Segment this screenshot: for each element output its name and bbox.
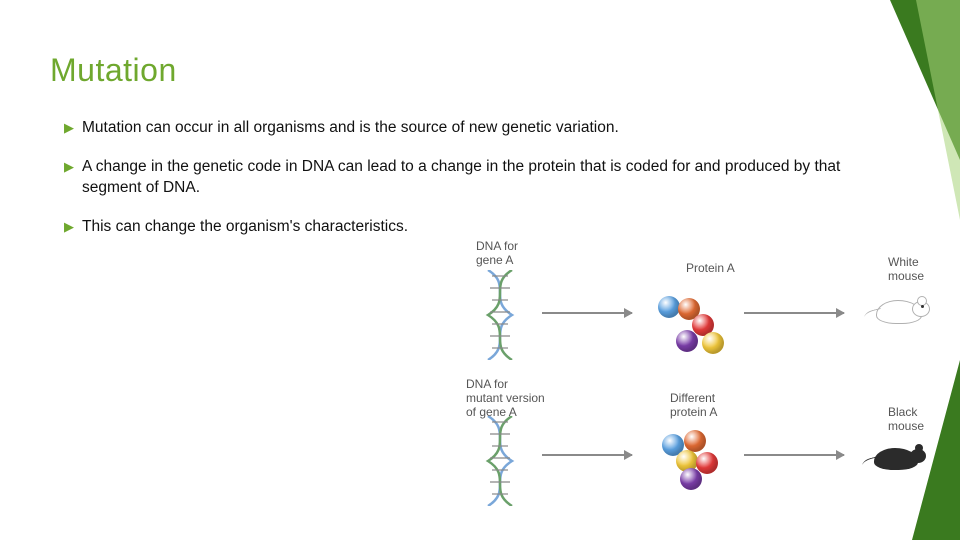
black-mouse-icon — [868, 440, 930, 476]
slide: Mutation ▶ Mutation can occur in all org… — [0, 0, 960, 540]
protein-ball — [702, 332, 724, 354]
flow-arrow-icon — [744, 312, 844, 314]
protein-ball — [680, 468, 702, 490]
white-mouse-icon — [870, 292, 932, 328]
protein-mutant-label: Different protein A — [670, 392, 717, 420]
bullet-arrow-icon: ▶ — [64, 119, 82, 137]
mutation-diagram: DNA for gene A Protein A White mouse — [430, 240, 950, 530]
list-item: ▶ This can change the organism's charact… — [64, 217, 884, 238]
dna-label: DNA for gene A — [476, 240, 518, 268]
dna-mutant-label: DNA for mutant version of gene A — [466, 378, 545, 419]
slide-title: Mutation — [50, 52, 177, 89]
flow-arrow-icon — [542, 312, 632, 314]
bullet-list: ▶ Mutation can occur in all organisms an… — [64, 118, 884, 256]
protein-ball — [696, 452, 718, 474]
protein-label: Protein A — [686, 262, 735, 276]
bullet-text: A change in the genetic code in DNA can … — [82, 157, 884, 199]
flow-arrow-icon — [542, 454, 632, 456]
bullet-arrow-icon: ▶ — [64, 158, 82, 176]
protein-ball — [658, 296, 680, 318]
list-item: ▶ A change in the genetic code in DNA ca… — [64, 157, 884, 199]
dna-helix-icon — [480, 270, 520, 360]
bullet-text: This can change the organism's character… — [82, 217, 884, 238]
list-item: ▶ Mutation can occur in all organisms an… — [64, 118, 884, 139]
dna-helix-icon — [480, 416, 520, 506]
protein-ball — [684, 430, 706, 452]
bullet-text: Mutation can occur in all organisms and … — [82, 118, 884, 139]
result-mutant-label: Black mouse — [888, 406, 924, 434]
bullet-arrow-icon: ▶ — [64, 218, 82, 236]
protein-ball — [676, 330, 698, 352]
result-label: White mouse — [888, 256, 924, 284]
flow-arrow-icon — [744, 454, 844, 456]
